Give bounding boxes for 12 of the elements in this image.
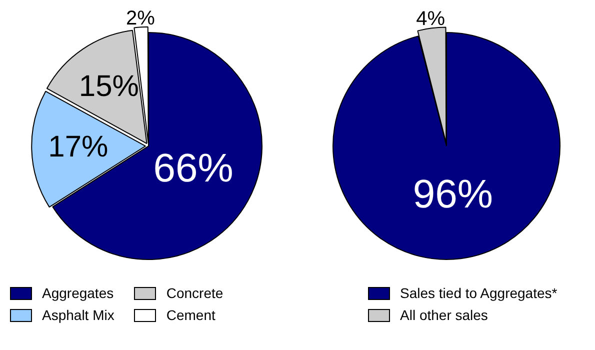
data-label: 4% bbox=[416, 8, 446, 30]
legend-label: Aggregates bbox=[42, 285, 114, 301]
legend-label: Concrete bbox=[166, 285, 224, 301]
data-label: 17% bbox=[48, 130, 108, 164]
data-label: 15% bbox=[78, 70, 139, 104]
legend-label: All other sales bbox=[400, 307, 488, 323]
data-label: 2% bbox=[126, 7, 156, 30]
legend-label: Sales tied to Aggregates* bbox=[400, 285, 558, 301]
legend-label: Cement bbox=[166, 307, 216, 323]
data-label: 96% bbox=[412, 172, 493, 217]
legend-label: Asphalt Mix bbox=[42, 307, 114, 323]
data-label: 66% bbox=[153, 146, 234, 191]
